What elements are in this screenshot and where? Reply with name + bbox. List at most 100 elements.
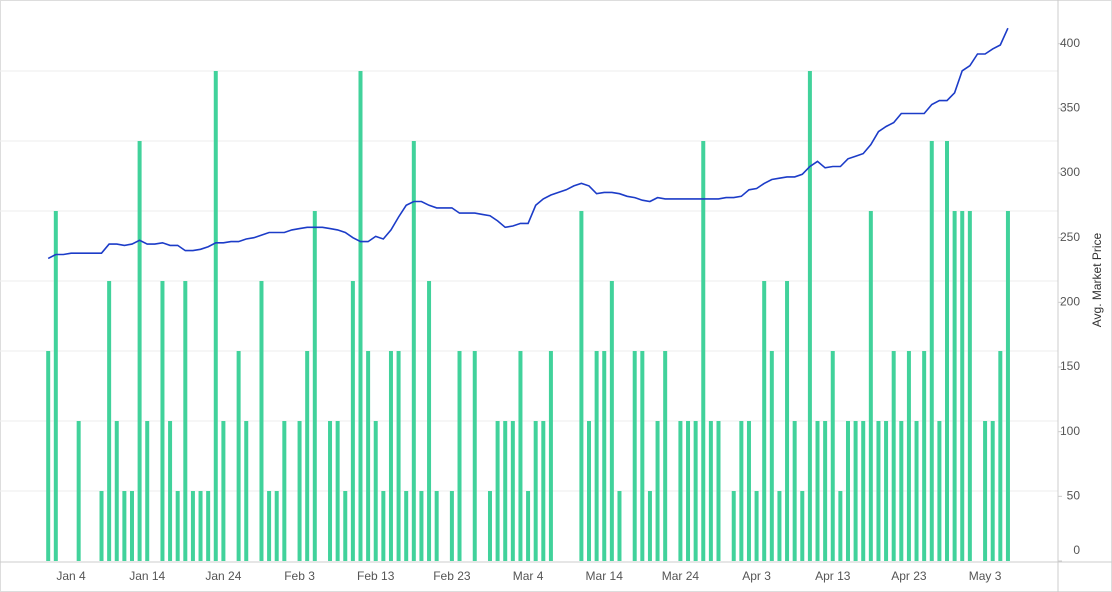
bar: [731, 491, 736, 561]
bar: [655, 421, 660, 561]
bar: [739, 421, 744, 561]
bar: [221, 421, 226, 561]
bar: [922, 351, 927, 561]
bar: [305, 351, 310, 561]
bar: [762, 281, 767, 561]
y2-tick-label: 300: [1060, 165, 1080, 179]
bar: [114, 421, 119, 561]
bar: [701, 141, 706, 561]
bar: [129, 491, 134, 561]
bar: [746, 421, 751, 561]
bar: [411, 141, 416, 561]
bar: [76, 421, 81, 561]
bar: [845, 421, 850, 561]
x-tick-label: Jan 24: [205, 569, 241, 583]
bar: [244, 421, 249, 561]
bar: [526, 491, 531, 561]
bar: [358, 71, 363, 561]
bar: [693, 421, 698, 561]
bar: [769, 351, 774, 561]
bar: [785, 281, 790, 561]
bar: [122, 491, 127, 561]
bar: [838, 491, 843, 561]
bar: [335, 421, 340, 561]
bar: [868, 211, 873, 561]
x-tick-label: Apr 23: [891, 569, 927, 583]
bar: [472, 351, 477, 561]
x-tick-label: Jan 14: [129, 569, 165, 583]
bar: [587, 421, 592, 561]
bar: [800, 491, 805, 561]
bar: [427, 281, 432, 561]
y2-tick-label: 0: [1073, 543, 1080, 557]
bar: [716, 421, 721, 561]
bar: [678, 421, 683, 561]
y2-tick-label: 150: [1060, 359, 1080, 373]
bar: [861, 421, 866, 561]
bar: [259, 281, 264, 561]
y2-tick-label: 200: [1060, 295, 1080, 309]
bar: [983, 421, 988, 561]
bar: [175, 491, 180, 561]
bar: [145, 421, 150, 561]
bar: [328, 421, 333, 561]
bar: [945, 141, 950, 561]
bar: [388, 351, 393, 561]
bar: [686, 421, 691, 561]
x-tick-label: Jan 4: [56, 569, 86, 583]
bar: [373, 421, 378, 561]
bar: [609, 281, 614, 561]
bar: [282, 421, 287, 561]
bar: [807, 71, 812, 561]
y2-tick-label: 400: [1060, 36, 1080, 50]
bar: [503, 421, 508, 561]
bar: [823, 421, 828, 561]
bar: [46, 351, 51, 561]
x-tick-label: Feb 13: [357, 569, 395, 583]
bar: [487, 491, 492, 561]
bar: [998, 351, 1003, 561]
bar: [381, 491, 386, 561]
bar: [647, 491, 652, 561]
bar: [579, 211, 584, 561]
bar: [457, 351, 462, 561]
bar: [594, 351, 599, 561]
y2-tick-label: 50: [1067, 489, 1081, 503]
bar: [617, 491, 622, 561]
x-tick-label: Apr 3: [742, 569, 771, 583]
bar: [960, 211, 965, 561]
bar: [343, 491, 348, 561]
bar: [312, 211, 317, 561]
bar: [297, 421, 302, 561]
bar: [495, 421, 500, 561]
bar: [434, 491, 439, 561]
bar: [510, 421, 515, 561]
bar: [366, 351, 371, 561]
bar: [236, 351, 241, 561]
bar: [404, 491, 409, 561]
bar: [708, 421, 713, 561]
bar: [937, 421, 942, 561]
bar: [99, 491, 104, 561]
bar: [1005, 211, 1010, 561]
bar: [160, 281, 165, 561]
bar: [213, 71, 218, 561]
bar: [663, 351, 668, 561]
bar: [914, 421, 919, 561]
bar: [906, 351, 911, 561]
bar: [952, 211, 957, 561]
bar: [899, 421, 904, 561]
bar: [990, 421, 995, 561]
bar: [533, 421, 538, 561]
bar: [815, 421, 820, 561]
bar: [274, 491, 279, 561]
line: [47, 27, 1009, 260]
bar: [777, 491, 782, 561]
bar: [518, 351, 523, 561]
x-tick-label: Feb 3: [284, 569, 315, 583]
x-tick-label: Mar 4: [513, 569, 544, 583]
bar: [350, 281, 355, 561]
bar: [632, 351, 637, 561]
